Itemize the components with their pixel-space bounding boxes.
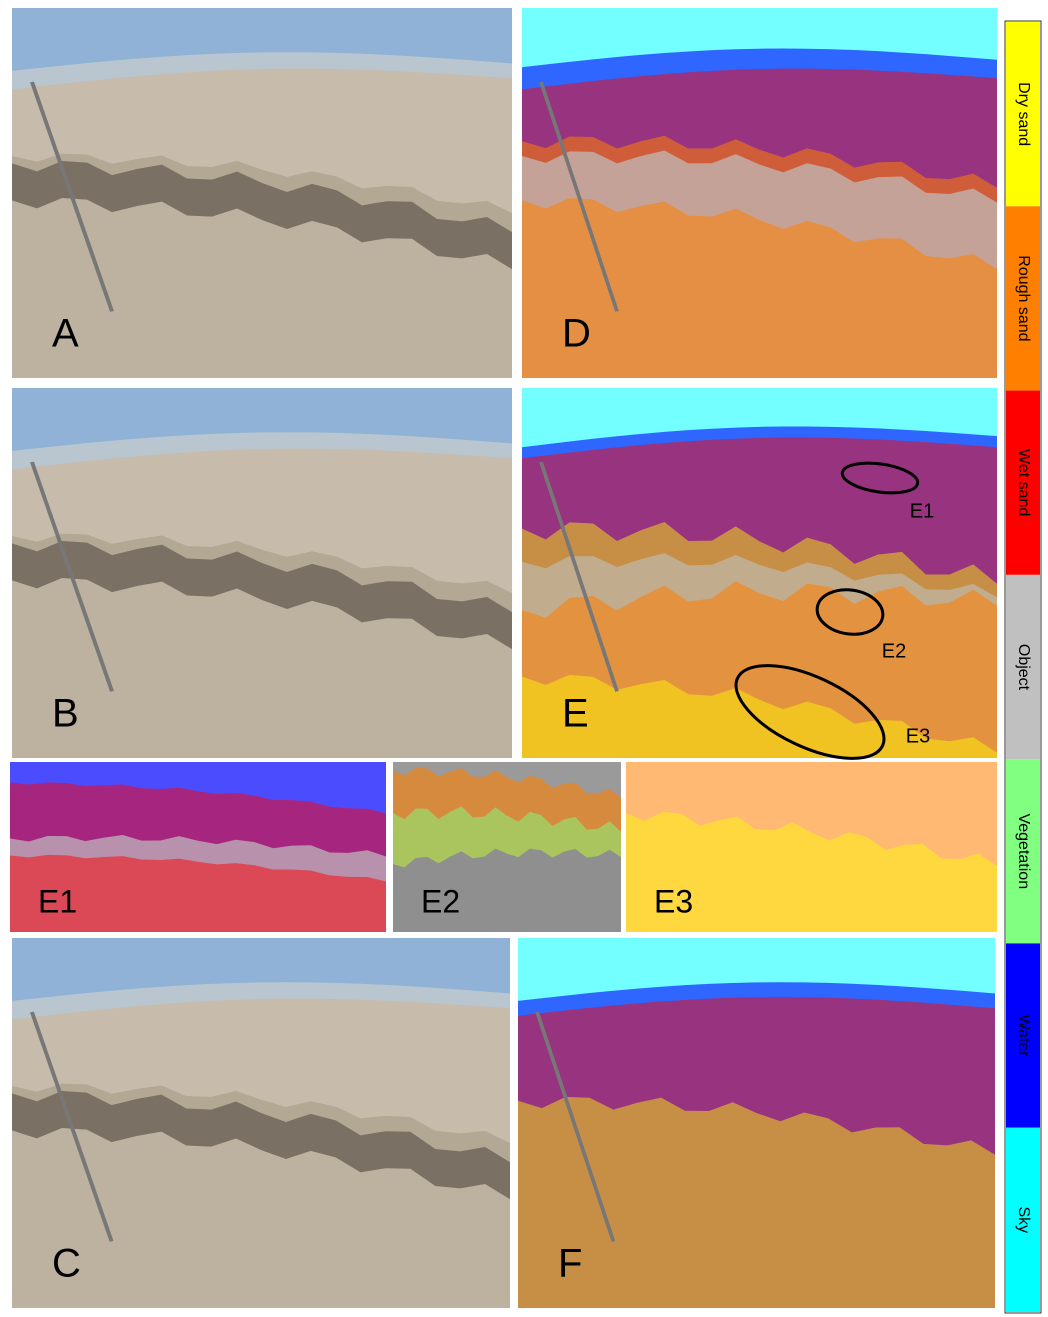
- figure: A D B E C F E1 E2 E3 E1 E2 E3 Dry sand Rough sand Wet …: [0, 0, 1048, 1317]
- panel-label: A: [52, 312, 79, 356]
- panel-label: C: [52, 1242, 81, 1286]
- annotation-label: E2: [882, 640, 906, 662]
- panel-label: E: [562, 692, 589, 736]
- panel-label: B: [52, 692, 79, 736]
- panel-label: D: [562, 312, 591, 356]
- panel-image: [12, 923, 510, 1308]
- annotation-label: E3: [906, 725, 930, 747]
- legend-label: Sky: [1015, 1207, 1032, 1234]
- annotation-label: E1: [910, 500, 934, 522]
- legend-label: Rough sand: [1015, 255, 1032, 341]
- panel-image: [12, 0, 512, 378]
- panel-image: [518, 923, 995, 1308]
- panel-label: F: [558, 1242, 582, 1286]
- legend-label: Vegetation: [1015, 813, 1032, 889]
- legend-label: Dry sand: [1015, 82, 1032, 146]
- legend-label: Water: [1015, 1015, 1032, 1058]
- inset-label: E3: [654, 883, 693, 919]
- panel-image: [522, 373, 997, 758]
- inset-label: E2: [421, 883, 460, 919]
- panel-image: [522, 0, 997, 378]
- inset-label: E1: [38, 883, 77, 919]
- legend-label: Wet sand: [1015, 449, 1032, 516]
- legend-label: Object: [1015, 644, 1032, 691]
- panel-image: [12, 373, 512, 758]
